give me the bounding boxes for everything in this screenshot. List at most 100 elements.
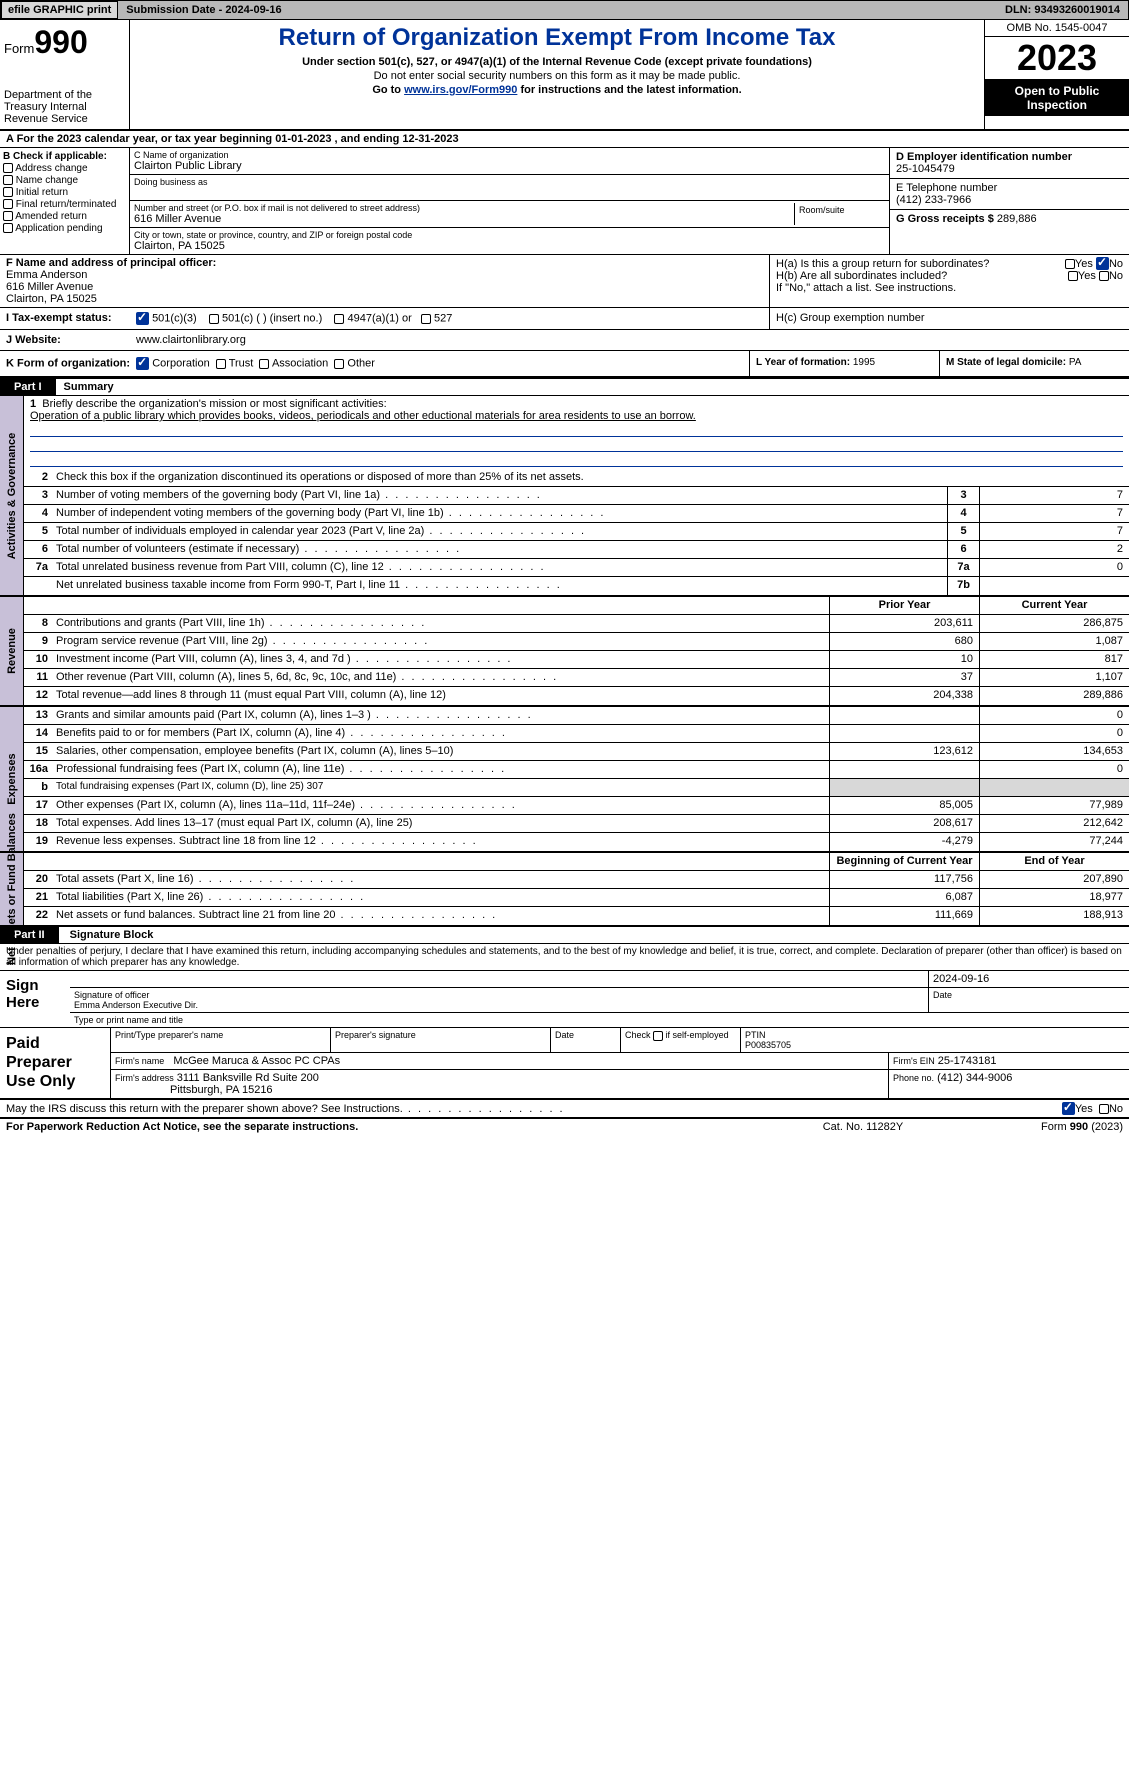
dln: DLN: 93493260019014: [1005, 4, 1128, 16]
org-name: Clairton Public Library: [134, 160, 885, 172]
checkbox-hb-no[interactable]: [1099, 271, 1109, 281]
line3: Number of voting members of the governin…: [52, 487, 947, 504]
line19-prior: -4,279: [829, 833, 979, 851]
department: Department of the Treasury Internal Reve…: [4, 89, 125, 125]
line19-curr: 77,244: [979, 833, 1129, 851]
checkbox-527[interactable]: [421, 314, 431, 324]
line10-curr: 817: [979, 651, 1129, 668]
line8-curr: 286,875: [979, 615, 1129, 632]
checkbox-501c[interactable]: [209, 314, 219, 324]
checkbox-corporation[interactable]: [136, 357, 149, 370]
checkbox-hb-yes[interactable]: [1068, 271, 1078, 281]
line14: Benefits paid to or for members (Part IX…: [52, 725, 829, 742]
ein-value: 25-1045479: [896, 163, 1123, 175]
checkbox-self-employed[interactable]: [653, 1031, 663, 1041]
line22-beg: 111,669: [829, 907, 979, 925]
line20-beg: 117,756: [829, 871, 979, 888]
officer-addr1: 616 Miller Avenue: [6, 281, 93, 293]
checkbox-association[interactable]: [259, 359, 269, 369]
instructions-line: Go to www.irs.gov/Form990 for instructio…: [138, 84, 976, 96]
line11-curr: 1,107: [979, 669, 1129, 686]
ssn-warning: Do not enter social security numbers on …: [138, 70, 976, 82]
tax-status-options: 501(c)(3) 501(c) ( ) (insert no.) 4947(a…: [130, 308, 769, 329]
year-formation: L Year of formation: 1995: [749, 351, 939, 376]
side-net-assets: Net Assets or Fund Balances: [0, 853, 24, 925]
line22-end: 188,913: [979, 907, 1129, 925]
org-name-label: C Name of organization: [134, 150, 885, 160]
mission-block: 1 Briefly describe the organization's mi…: [24, 396, 1129, 469]
checkbox-amended-return[interactable]: [3, 211, 13, 221]
sign-date-value: 2024-09-16: [929, 971, 1129, 987]
declaration: Under penalties of perjury, I declare th…: [0, 944, 1129, 971]
ein-label: D Employer identification number: [896, 151, 1123, 163]
line15: Salaries, other compensation, employee b…: [52, 743, 829, 760]
line5: Total number of individuals employed in …: [52, 523, 947, 540]
line18-curr: 212,642: [979, 815, 1129, 832]
section-k: K Form of organization: Corporation Trus…: [0, 351, 749, 376]
checkbox-initial-return[interactable]: [3, 187, 13, 197]
checkbox-trust[interactable]: [216, 359, 226, 369]
line12: Total revenue—add lines 8 through 11 (mu…: [52, 687, 829, 705]
city-value: Clairton, PA 15025: [134, 240, 885, 252]
line12-curr: 289,886: [979, 687, 1129, 705]
line21-beg: 6,087: [829, 889, 979, 906]
line20: Total assets (Part X, line 16): [52, 871, 829, 888]
prior-year-header: Prior Year: [829, 597, 979, 614]
line18-prior: 208,617: [829, 815, 979, 832]
beginning-year-header: Beginning of Current Year: [829, 853, 979, 870]
section-b-checkboxes: B Check if applicable: Address change Na…: [0, 148, 130, 254]
line21: Total liabilities (Part X, line 26): [52, 889, 829, 906]
checkbox-ha-yes[interactable]: [1065, 259, 1075, 269]
line21-end: 18,977: [979, 889, 1129, 906]
checkbox-application-pending[interactable]: [3, 223, 13, 233]
line11-prior: 37: [829, 669, 979, 686]
checkbox-name-change[interactable]: [3, 175, 13, 185]
line17: Other expenses (Part IX, column (A), lin…: [52, 797, 829, 814]
section-d: D Employer identification number 25-1045…: [889, 148, 1129, 254]
discuss-row: May the IRS discuss this return with the…: [0, 1100, 1129, 1119]
line10: Investment income (Part VIII, column (A)…: [52, 651, 829, 668]
line9-prior: 680: [829, 633, 979, 650]
checkbox-other[interactable]: [334, 359, 344, 369]
part1-title: Summary: [56, 379, 122, 395]
line16a-prior: [829, 761, 979, 778]
page-footer: For Paperwork Reduction Act Notice, see …: [0, 1119, 1129, 1135]
checkbox-4947[interactable]: [334, 314, 344, 324]
line9-curr: 1,087: [979, 633, 1129, 650]
line3-value: 7: [979, 487, 1129, 504]
line13: Grants and similar amounts paid (Part IX…: [52, 707, 829, 724]
state-domicile: M State of legal domicile: PA: [939, 351, 1129, 376]
line19: Revenue less expenses. Subtract line 18 …: [52, 833, 829, 851]
line10-prior: 10: [829, 651, 979, 668]
gross-receipts-value: 289,886: [997, 213, 1037, 225]
part1-header: Part I: [0, 379, 56, 395]
officer-signature-name: Emma Anderson Executive Dir.: [74, 1000, 198, 1010]
checkbox-address-change[interactable]: [3, 163, 13, 173]
side-revenue: Revenue: [0, 597, 24, 705]
line11: Other revenue (Part VIII, column (A), li…: [52, 669, 829, 686]
firm-addr1: 3111 Banksville Rd Suite 200: [177, 1072, 319, 1084]
tax-status-label: I Tax-exempt status:: [0, 308, 130, 329]
line14-prior: [829, 725, 979, 742]
line18: Total expenses. Add lines 13–17 (must eq…: [52, 815, 829, 832]
line7b: Net unrelated business taxable income fr…: [52, 577, 947, 595]
line7b-value: [979, 577, 1129, 595]
checkbox-discuss-yes[interactable]: [1062, 1102, 1075, 1115]
checkbox-final-return[interactable]: [3, 199, 13, 209]
line22: Net assets or fund balances. Subtract li…: [52, 907, 829, 925]
submission-date: Submission Date - 2024-09-16: [118, 4, 289, 16]
efile-print-button[interactable]: efile GRAPHIC print: [1, 1, 118, 19]
firm-name: McGee Maruca & Assoc PC CPAs: [173, 1055, 340, 1067]
tax-year-range: A For the 2023 calendar year, or tax yea…: [0, 131, 1129, 148]
ptin-value: P00835705: [745, 1040, 791, 1050]
line2: Check this box if the organization disco…: [52, 469, 1129, 486]
checkbox-501c3[interactable]: [136, 312, 149, 325]
street-label: Number and street (or P.O. box if mail i…: [134, 203, 794, 213]
checkbox-ha-no[interactable]: [1096, 257, 1109, 270]
gross-receipts-label: G Gross receipts $: [896, 213, 997, 225]
line15-curr: 134,653: [979, 743, 1129, 760]
omb-number: OMB No. 1545-0047: [985, 20, 1129, 37]
checkbox-discuss-no[interactable]: [1099, 1104, 1109, 1114]
irs-link[interactable]: www.irs.gov/Form990: [404, 84, 517, 96]
line12-prior: 204,338: [829, 687, 979, 705]
